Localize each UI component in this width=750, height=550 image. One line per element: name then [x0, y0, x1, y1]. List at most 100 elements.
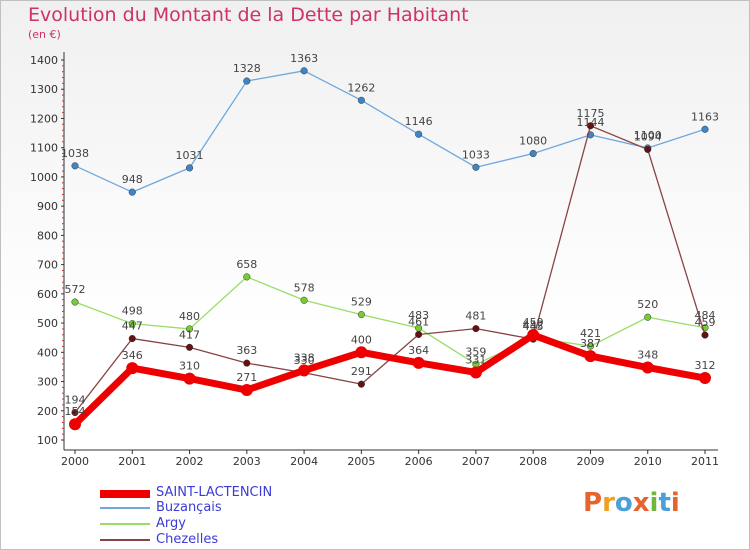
data-label: 529	[351, 296, 372, 309]
data-label: 359	[465, 345, 486, 358]
data-point	[701, 125, 709, 133]
data-label: 400	[351, 333, 372, 346]
data-point	[183, 372, 196, 385]
data-point	[185, 325, 194, 333]
data-point	[527, 329, 540, 342]
data-label: 481	[465, 310, 486, 323]
data-label: 1031	[176, 149, 204, 162]
x-tick-label: 2004	[290, 455, 318, 468]
y-tick-label: 700	[37, 259, 58, 272]
data-point	[357, 380, 365, 388]
data-point	[243, 77, 251, 85]
logo-letter: P	[583, 488, 603, 518]
series-line	[72, 331, 706, 427]
data-point	[699, 372, 711, 385]
data-label: 1094	[634, 130, 662, 143]
data-label: 1100	[634, 129, 662, 142]
x-tick-label: 2008	[519, 455, 547, 468]
legend-label: Chezelles	[156, 532, 219, 547]
x-tick-label: 2003	[233, 455, 261, 468]
y-tick-label: 1200	[30, 112, 58, 125]
data-label: 1146	[405, 115, 433, 128]
data-label: 363	[236, 344, 257, 357]
data-label: 948	[122, 173, 143, 186]
data-point	[243, 359, 251, 367]
legend-swatch	[100, 490, 150, 498]
data-point	[586, 342, 595, 350]
legend-swatch	[100, 507, 150, 509]
y-tick-label: 300	[37, 376, 58, 389]
x-tick-label: 2011	[691, 455, 719, 468]
chart-title: Evolution du Montant de la Dette par Hab…	[28, 4, 469, 26]
data-point	[415, 330, 423, 339]
x-tick-label: 2001	[118, 455, 146, 468]
legend-item-argy: Argy	[100, 516, 360, 533]
proxiti-logo: Proxiti	[583, 488, 680, 518]
x-tick-label: 2006	[405, 455, 433, 468]
data-point	[355, 346, 368, 359]
data-label: 447	[122, 320, 143, 333]
data-label: 310	[179, 360, 200, 373]
legend-item-saint-lactencin: SAINT-LACTENCIN	[100, 485, 360, 502]
data-label: 291	[351, 365, 372, 378]
x-tick-label: 2010	[634, 455, 662, 468]
data-label: 572	[65, 283, 86, 296]
data-label: 417	[179, 328, 200, 341]
y-tick-label: 1100	[30, 142, 58, 155]
series-line	[74, 276, 706, 365]
x-tick-label: 2005	[347, 455, 375, 468]
data-point	[298, 364, 311, 377]
logo-letter: o	[614, 488, 633, 518]
data-label: 578	[294, 281, 315, 294]
data-label: 271	[236, 371, 257, 384]
data-label: 338	[294, 351, 315, 364]
data-label: 483	[408, 309, 429, 322]
data-label: 520	[637, 298, 658, 311]
data-label: 461	[408, 315, 429, 328]
data-point	[412, 356, 425, 369]
logo-letter: i	[649, 488, 659, 518]
y-tick-label: 500	[37, 317, 58, 330]
chart-unit: (en €)	[28, 28, 61, 41]
data-label: 1033	[462, 148, 490, 161]
data-point	[71, 162, 79, 170]
data-point	[641, 361, 654, 374]
data-label: 346	[122, 349, 143, 362]
data-point	[357, 96, 365, 104]
legend-label: SAINT-LACTENCIN	[156, 485, 273, 500]
x-tick-label: 2000	[61, 455, 89, 468]
data-point	[644, 145, 652, 153]
data-point	[644, 313, 652, 321]
y-tick-label: 1000	[30, 171, 58, 184]
y-tick-label: 900	[37, 200, 58, 213]
data-point	[126, 362, 139, 375]
legend-label: Buzançais	[156, 500, 222, 515]
data-label: 459	[523, 316, 544, 329]
data-label: 348	[637, 349, 658, 362]
data-label: 194	[65, 394, 86, 407]
data-point	[300, 296, 308, 304]
legend-label: Argy	[156, 516, 186, 531]
data-point	[469, 366, 482, 379]
data-label: 1080	[519, 135, 547, 148]
logo-letter: x	[632, 488, 650, 518]
data-label: 1175	[576, 107, 604, 120]
y-tick-label: 400	[37, 346, 58, 359]
data-point	[128, 320, 136, 328]
data-point	[69, 418, 81, 431]
data-point	[243, 273, 251, 281]
data-label: 480	[179, 310, 200, 323]
data-point	[300, 67, 308, 75]
y-tick-label: 100	[37, 434, 58, 447]
data-point	[71, 298, 79, 306]
data-point	[240, 384, 253, 397]
data-label: 387	[580, 337, 601, 350]
series-line	[74, 70, 706, 193]
data-label: 459	[695, 316, 716, 329]
data-label: 452	[523, 319, 544, 332]
x-tick-label: 2002	[176, 455, 204, 468]
data-point	[185, 164, 194, 172]
data-label: 1163	[691, 110, 719, 123]
data-label: 498	[122, 305, 143, 318]
